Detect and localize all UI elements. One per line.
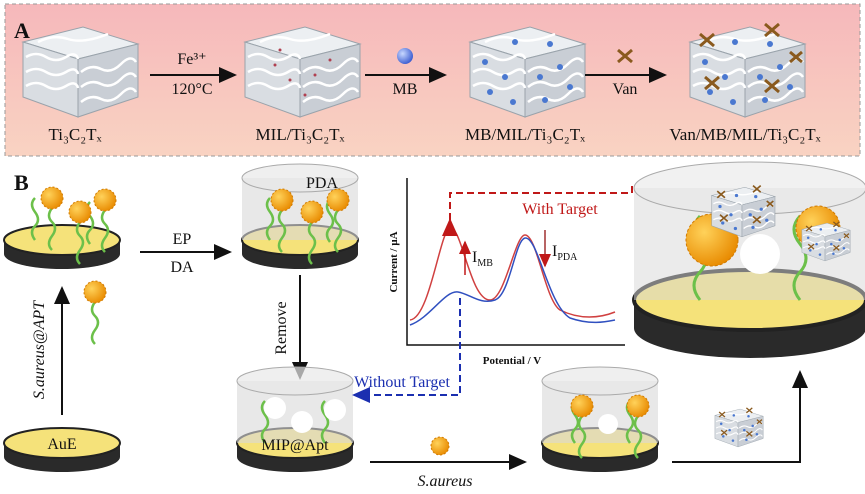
arrow (672, 370, 808, 463)
probe-icon (714, 407, 764, 448)
plot-axes (406, 178, 625, 346)
condition: 120°C (171, 81, 212, 98)
symbol: I (552, 243, 557, 260)
reagent: MB (393, 81, 418, 98)
material: Ti₃C₂Tₓ (48, 125, 101, 144)
peak-label: IPDA (552, 243, 578, 263)
mil-specks (273, 48, 332, 97)
symbol: I (472, 249, 477, 266)
annotation: Without Target (354, 374, 450, 391)
step: EP (173, 231, 192, 248)
subscript: MB (477, 258, 493, 269)
material: Van/MB/MIL/Ti₃C₂Tₓ (669, 125, 820, 144)
cavity (598, 414, 618, 434)
subscript: PDA (557, 252, 578, 263)
reagent: Van (613, 81, 638, 98)
annotation: With Target (522, 201, 598, 218)
pda-label: PDA (306, 175, 338, 192)
curve-without-target (409, 237, 616, 326)
panel-label: A (14, 18, 30, 43)
imprint-cavities (264, 397, 346, 433)
with-target-link (442, 185, 633, 236)
y-axis-label: Current / μA (388, 231, 400, 292)
step: DA (170, 259, 194, 276)
mb-icon (397, 48, 413, 64)
cavity (740, 234, 780, 274)
material: MB/MIL/Ti₃C₂Tₓ (465, 125, 585, 144)
bacterium (430, 436, 450, 456)
panel-label: B (14, 170, 29, 195)
bacterium (82, 279, 108, 346)
step: S.aureus@APT (31, 300, 48, 399)
step: S.aureus (418, 473, 473, 490)
without-target-link (352, 298, 461, 403)
van-icon (617, 48, 633, 64)
curve-with-target (409, 227, 616, 321)
x-axis-label: Potential / V (483, 355, 542, 367)
reagent: Fe³⁺ (177, 51, 206, 68)
step: Remove (273, 301, 290, 354)
material: MIL/Ti₃C₂Tₓ (256, 125, 345, 144)
electrode-label: AuE (47, 436, 76, 453)
electrode-label: MIP@Apt (261, 437, 329, 454)
peak-label: IMB (472, 249, 493, 269)
